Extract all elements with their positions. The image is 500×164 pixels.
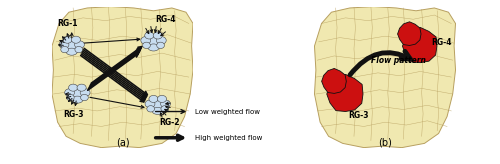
Ellipse shape [59, 41, 69, 49]
Ellipse shape [145, 100, 155, 108]
Ellipse shape [152, 107, 164, 114]
Ellipse shape [141, 37, 150, 44]
Text: RG-3: RG-3 [348, 111, 369, 120]
Text: RG-2: RG-2 [159, 118, 180, 127]
Text: RG-4: RG-4 [155, 15, 176, 24]
Text: (b): (b) [378, 138, 392, 148]
Ellipse shape [161, 106, 168, 112]
Ellipse shape [66, 94, 74, 101]
Ellipse shape [77, 84, 86, 91]
Polygon shape [314, 7, 456, 148]
Text: Low weighted flow: Low weighted flow [195, 109, 260, 114]
Ellipse shape [151, 100, 164, 110]
Polygon shape [52, 7, 193, 148]
Polygon shape [398, 22, 421, 45]
Text: RG-3: RG-3 [64, 110, 84, 119]
Ellipse shape [80, 94, 88, 101]
Ellipse shape [70, 89, 84, 99]
Polygon shape [402, 27, 437, 63]
Text: High weighted flow: High weighted flow [195, 135, 262, 141]
Ellipse shape [144, 32, 154, 39]
Ellipse shape [61, 46, 68, 53]
Ellipse shape [68, 84, 78, 91]
Ellipse shape [149, 95, 158, 102]
Ellipse shape [148, 44, 159, 51]
Ellipse shape [74, 41, 85, 49]
Ellipse shape [66, 48, 78, 55]
Text: (a): (a) [116, 138, 130, 148]
Ellipse shape [65, 41, 78, 51]
Ellipse shape [64, 89, 74, 96]
Ellipse shape [63, 36, 72, 43]
Polygon shape [322, 69, 346, 93]
Ellipse shape [75, 46, 82, 53]
Ellipse shape [156, 42, 164, 49]
Text: Flow pattern: Flow pattern [371, 56, 426, 65]
Ellipse shape [142, 42, 150, 49]
Ellipse shape [72, 96, 83, 103]
Ellipse shape [147, 106, 154, 112]
Ellipse shape [80, 89, 90, 96]
Ellipse shape [158, 95, 166, 102]
Text: RG-1: RG-1 [58, 19, 78, 28]
Ellipse shape [156, 37, 166, 44]
Polygon shape [327, 74, 363, 112]
Ellipse shape [72, 36, 80, 43]
Ellipse shape [147, 37, 160, 47]
Ellipse shape [160, 100, 170, 108]
Text: RG-4: RG-4 [432, 38, 452, 47]
Ellipse shape [153, 32, 162, 39]
